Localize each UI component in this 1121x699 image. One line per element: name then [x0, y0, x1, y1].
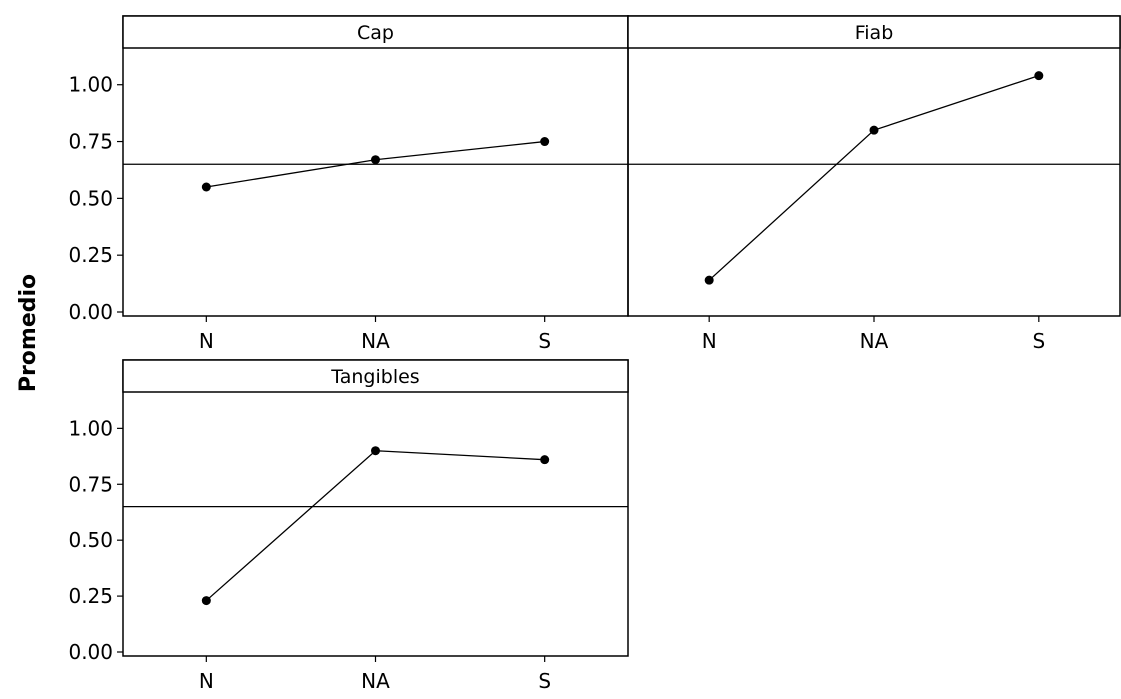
panel-title: Tangibles [330, 366, 419, 388]
y-tick-label: 0.00 [68, 300, 113, 324]
panel-cap: Cap 0.00 0.25 0.50 0.75 1.00 N NA S [68, 15, 629, 353]
panel-strip [122, 15, 629, 49]
data-point [704, 275, 714, 285]
x-tick-label: S [538, 329, 551, 353]
data-point [869, 125, 879, 135]
y-tick-label: 1.00 [68, 416, 113, 440]
data-point [1034, 71, 1044, 81]
y-tick-label: 0.75 [68, 472, 113, 496]
panel-strip [627, 15, 1121, 49]
x-tick-label: N [199, 329, 214, 353]
data-point [201, 182, 211, 192]
panel-frame [627, 15, 1121, 317]
panel-title: Cap [357, 22, 394, 44]
data-point [540, 455, 550, 465]
y-tick-label: 1.00 [68, 73, 113, 97]
y-tick-label: 0.25 [68, 243, 113, 267]
data-point [371, 155, 380, 165]
panel-tangibles: Tangibles 0.00 0.25 0.50 0.75 1.00 N NA S [68, 359, 629, 693]
x-tick-label: NA [361, 669, 390, 693]
y-axis-title: Promedio [16, 274, 41, 392]
series-line [205, 450, 545, 602]
panel-frame [122, 359, 629, 657]
series-line [708, 75, 1040, 281]
panel-strip [122, 359, 629, 393]
data-point [540, 137, 550, 147]
data-point [371, 446, 380, 456]
x-tick-label: S [1032, 329, 1045, 353]
y-tick-label: 0.00 [68, 640, 113, 664]
panel-fiab: Fiab N NA S [627, 15, 1121, 353]
y-tick-label: 0.50 [68, 528, 113, 552]
panel-title: Fiab [855, 22, 894, 44]
x-tick-label: NA [860, 329, 889, 353]
x-tick-label: NA [361, 329, 390, 353]
panel-frame [122, 15, 629, 317]
y-tick-label: 0.75 [68, 130, 113, 154]
x-tick-label: N [702, 329, 717, 353]
x-tick-label: S [538, 669, 551, 693]
x-tick-label: N [199, 669, 214, 693]
y-tick-label: 0.50 [68, 186, 113, 210]
y-tick-label: 0.25 [68, 584, 113, 608]
data-point [201, 596, 211, 606]
